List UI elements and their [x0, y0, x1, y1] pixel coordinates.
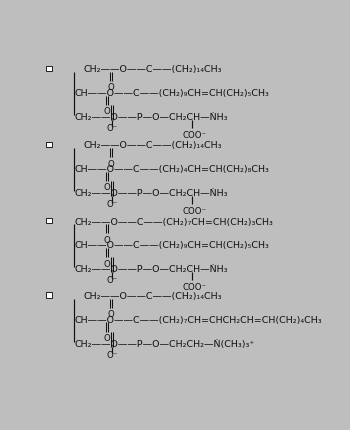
Text: CH₂——O——C——(CH₂)₁₄CH₃: CH₂——O——C——(CH₂)₁₄CH₃ — [83, 141, 222, 150]
Text: CH——O——C——(CH₂)₉CH=CH(CH₂)₅CH₃: CH——O——C——(CH₂)₉CH=CH(CH₂)₅CH₃ — [75, 242, 270, 250]
Text: O⁻: O⁻ — [106, 124, 118, 133]
Text: CH——O——C——(CH₂)₄CH=CH(CH₂)₈CH₃: CH——O——C——(CH₂)₄CH=CH(CH₂)₈CH₃ — [75, 165, 270, 174]
Bar — [47, 65, 52, 71]
Text: O: O — [104, 236, 110, 245]
Text: COO⁻: COO⁻ — [183, 131, 207, 140]
Text: O: O — [108, 310, 114, 319]
Text: O: O — [104, 260, 110, 268]
Text: O: O — [108, 160, 114, 169]
Text: O: O — [104, 334, 110, 343]
Text: CH₂——O——C——(CH₂)₁₄CH₃: CH₂——O——C——(CH₂)₁₄CH₃ — [83, 65, 222, 74]
Text: O: O — [108, 83, 114, 92]
Text: COO⁻: COO⁻ — [183, 283, 207, 292]
Bar — [47, 292, 52, 298]
Text: CH₂——O——P—O—CH₂CH—ṄH₃: CH₂——O——P—O—CH₂CH—ṄH₃ — [75, 189, 229, 198]
Bar — [47, 141, 52, 147]
Text: CH₂——O——P—O—CH₂CH—ṄH₃: CH₂——O——P—O—CH₂CH—ṄH₃ — [75, 113, 229, 122]
Bar — [47, 218, 52, 223]
Text: O: O — [104, 183, 110, 192]
Text: CH₂——O——C——(CH₂)₁₄CH₃: CH₂——O——C——(CH₂)₁₄CH₃ — [83, 292, 222, 301]
Text: COO⁻: COO⁻ — [183, 207, 207, 216]
Text: CH——O——C——(CH₂)₇CH=CHCH₂CH=CH(CH₂)₄CH₃: CH——O——C——(CH₂)₇CH=CHCH₂CH=CH(CH₂)₄CH₃ — [75, 316, 323, 325]
Text: O⁻: O⁻ — [106, 276, 118, 285]
Text: CH——O——C——(CH₂)₉CH=CH(CH₂)₅CH₃: CH——O——C——(CH₂)₉CH=CH(CH₂)₅CH₃ — [75, 89, 270, 98]
Text: CH₂——O——C——(CH₂)₇CH=CH(CH₂)₃CH₃: CH₂——O——C——(CH₂)₇CH=CH(CH₂)₃CH₃ — [75, 218, 274, 227]
Text: CH₂——O——P—O—CH₂CH₂—Ṅ(CH₃)₃⁺: CH₂——O——P—O—CH₂CH₂—Ṅ(CH₃)₃⁺ — [75, 340, 255, 349]
Text: O⁻: O⁻ — [106, 200, 118, 209]
Text: O⁻: O⁻ — [106, 350, 118, 359]
Text: O: O — [104, 107, 110, 116]
Text: CH₂——O——P—O—CH₂CH—ṄH₃: CH₂——O——P—O—CH₂CH—ṄH₃ — [75, 265, 229, 274]
